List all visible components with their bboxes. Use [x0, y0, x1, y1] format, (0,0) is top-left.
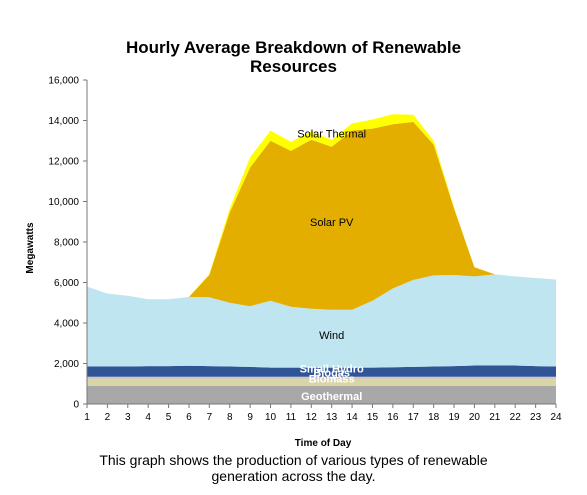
- series-label-wind: Wind: [319, 330, 344, 342]
- series-label-solar-pv: Solar PV: [310, 217, 354, 229]
- area-solar-pv: [87, 121, 556, 310]
- x-axis-title: Time of Day: [295, 438, 352, 449]
- x-tick-label: 14: [347, 412, 359, 423]
- x-tick-label: 11: [286, 412, 297, 423]
- y-tick-label: 14,000: [48, 116, 79, 127]
- x-tick-label: 16: [387, 412, 399, 423]
- area-biogas: [87, 376, 556, 380]
- series-label-solar-thermal: Solar Thermal: [297, 129, 366, 141]
- chart-caption: This graph shows the production of vario…: [99, 452, 488, 484]
- x-tick-label: 10: [265, 412, 277, 423]
- y-axis-title: Megawatts: [25, 222, 36, 274]
- series-label-biomass: Biomass: [309, 374, 355, 386]
- series-label-biogas: Biogas: [313, 368, 350, 380]
- x-tick-label: 17: [408, 412, 420, 423]
- area-solar-thermal: [87, 114, 556, 300]
- x-tick-label: 24: [550, 412, 562, 423]
- x-tick-label: 18: [428, 412, 440, 423]
- x-tick-label: 9: [247, 412, 253, 423]
- x-tick-label: 1: [84, 412, 90, 423]
- x-tick-label: 13: [326, 412, 338, 423]
- x-tick-label: 23: [530, 412, 542, 423]
- y-tick-label: 4,000: [54, 319, 79, 330]
- x-tick-label: 19: [448, 412, 460, 423]
- x-tick-label: 12: [306, 412, 318, 423]
- area-wind: [87, 274, 556, 368]
- x-tick-label: 21: [489, 412, 501, 423]
- x-axis-ticks: 1 2 3 4 5 6 7 8 9 10 11 12 13 14 15 16 17 18 19 20 21 22 23 24: [84, 404, 562, 423]
- y-tick-label: 2,000: [54, 359, 79, 370]
- x-tick-label: 20: [469, 412, 481, 423]
- y-axis-ticks: 0 2,000 4,000 6,000 8,000 10,000 12,000 14,000 1…: [48, 76, 87, 411]
- x-tick-label: 7: [207, 412, 213, 423]
- series-label-geothermal: Geothermal: [301, 391, 362, 403]
- area-geothermal: [87, 385, 556, 404]
- x-tick-label: 3: [125, 412, 131, 423]
- chart-title: Hourly Average Breakdown of Renewable Re…: [125, 38, 462, 76]
- x-tick-label: 15: [367, 412, 379, 423]
- area-layers: [87, 114, 556, 404]
- y-tick-label: 6,000: [54, 278, 79, 289]
- x-tick-label: 6: [186, 412, 192, 423]
- y-tick-label: 16,000: [48, 76, 79, 87]
- x-tick-label: 22: [510, 412, 522, 423]
- series-label-small-hydro: Small Hydro: [300, 364, 364, 376]
- y-tick-label: 8,000: [54, 238, 79, 249]
- x-tick-label: 4: [145, 412, 151, 423]
- area-small-hydro: [87, 365, 556, 377]
- x-tick-label: 5: [166, 412, 172, 423]
- x-tick-label: 2: [105, 412, 111, 423]
- x-tick-label: 8: [227, 412, 233, 423]
- y-tick-label: 0: [73, 400, 79, 411]
- y-tick-label: 10,000: [48, 197, 79, 208]
- area-biomass: [87, 379, 556, 386]
- y-tick-label: 12,000: [48, 157, 79, 168]
